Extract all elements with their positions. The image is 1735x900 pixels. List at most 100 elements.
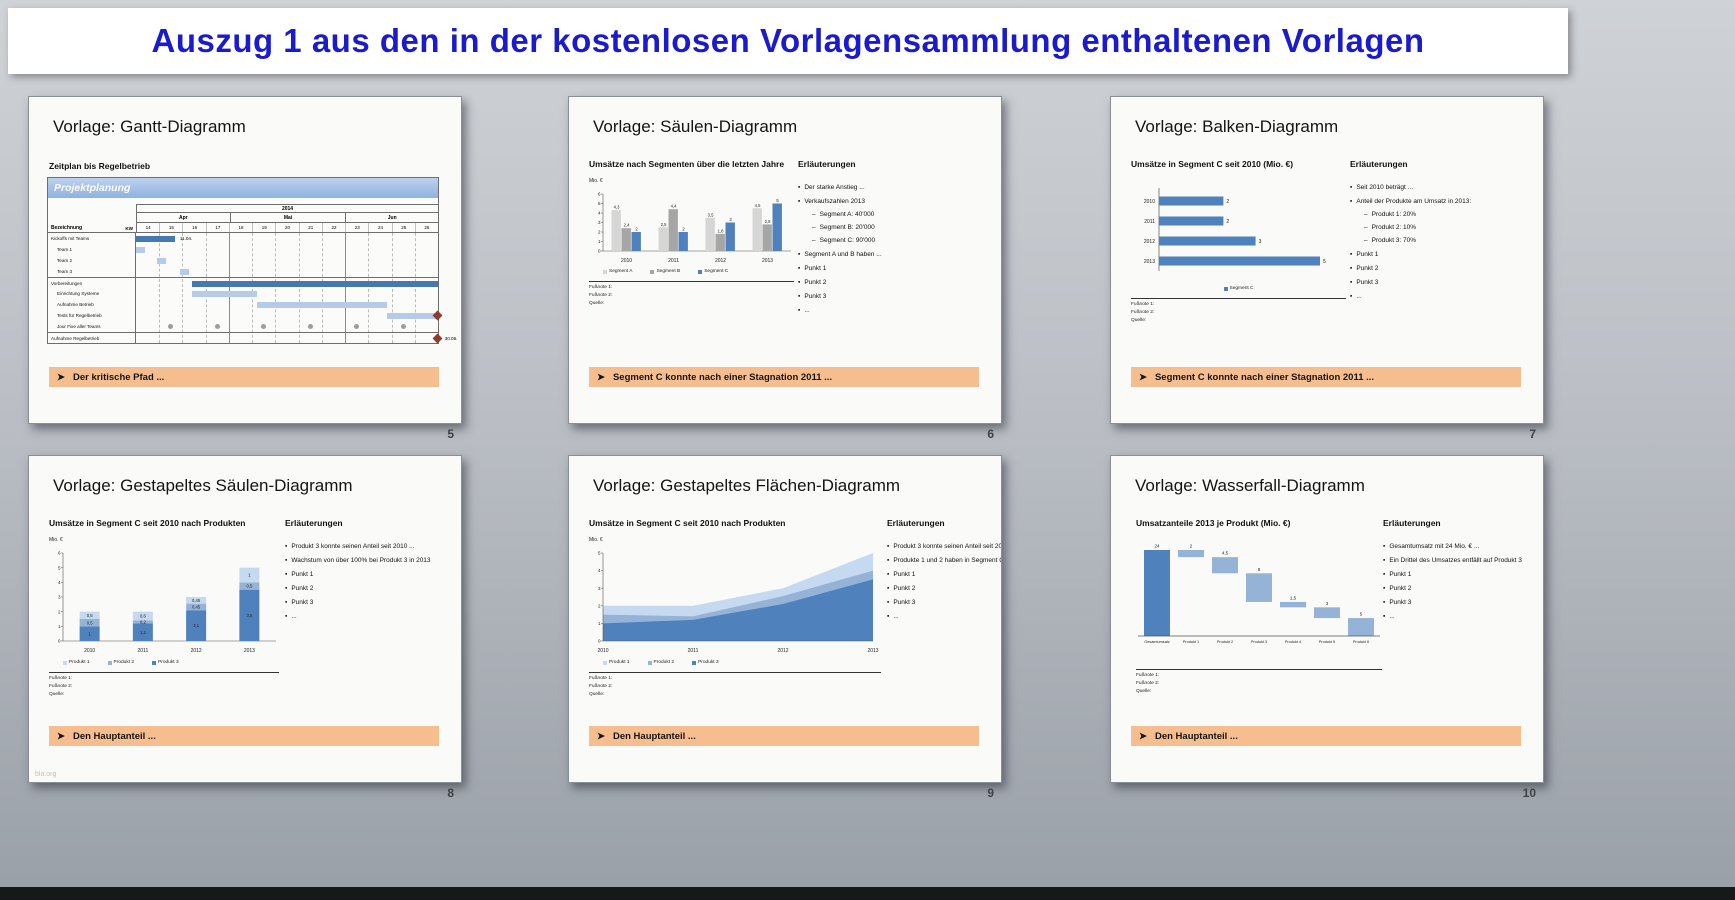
slide-stacked-column-chart: Vorlage: Gestapeltes Säulen-Diagramm Ums… (28, 455, 462, 800)
bullet-item: ▪ Verkaufszahlen 2013 (798, 198, 882, 205)
slide-title: Vorlage: Gestapeltes Säulen-Diagramm (53, 476, 353, 495)
legend-swatch (152, 660, 157, 665)
footnotes: Fußnote 1: Fußnote 2: Quelle: (1131, 298, 1346, 325)
gantt-bar (180, 268, 190, 275)
square-bullet-icon: ▪ (798, 279, 801, 286)
task-label: Team 1 (48, 244, 136, 255)
y-tick-label: 4 (58, 580, 61, 585)
bullet-item: – Produkt 3: 70% (1364, 237, 1471, 244)
value-label: 4,4 (671, 204, 677, 209)
square-bullet-icon: ▪ (887, 585, 890, 592)
slide-title: Vorlage: Gantt-Diagramm (53, 117, 246, 136)
x-category-label: 2011 (688, 648, 699, 654)
chart-area: Umsätze in Segment C seit 2010 (Mio. €) … (1131, 159, 1346, 325)
week-cell: 25 (391, 223, 415, 232)
waterfall-chart: 24 Gesamtumsatz 2 Produkt 1 4,5 Produkt 2 8 Pro… (1138, 544, 1380, 644)
bullet-text: Gesamtumsatz mit 24 Mio. € ... (1389, 543, 1480, 550)
gantt-bar (156, 257, 167, 264)
value-label: 2,1 (193, 623, 199, 628)
value-label: 3,5 (708, 212, 714, 217)
value-label: 24 (1154, 544, 1160, 549)
square-bullet-icon: ▪ (285, 585, 288, 592)
value-label: 0,5 (87, 620, 93, 625)
value-label: 8 (1258, 567, 1261, 572)
gantt-bar (386, 312, 438, 319)
gantt-bar (191, 280, 438, 287)
square-bullet-icon: ▪ (1383, 543, 1386, 550)
task-track (136, 288, 438, 299)
bar-segment (79, 611, 100, 619)
bullet-list: ▪ Produkt 3 konnte seinen Anteil seit 201… (887, 543, 1002, 620)
legend-swatch (1223, 286, 1228, 291)
bullet-item: ▪ Punkt 1 (285, 571, 431, 578)
gantt-task-row: Vorbereitungen (48, 277, 438, 288)
bar-segment (186, 603, 207, 611)
callout-bar: ➤ Der kritische Pfad ... (49, 367, 439, 387)
bullet-list: ▪ Der starke Anstieg ... ▪ Verkaufszahlen 2… (798, 184, 882, 314)
bullet-item: ▪Produkte 1 und 2 haben in Segment C nur… (887, 557, 1001, 564)
value-label: 0,5 (87, 613, 93, 618)
y-tick-label: 4 (598, 568, 601, 573)
date-label: 30.06. (444, 336, 458, 341)
gantt-bar (136, 235, 176, 242)
y-tick-label: 4 (598, 211, 601, 216)
square-bullet-icon: ▪ (1350, 198, 1353, 205)
bullet-text: Produkte 1 und 2 haben in Segment C nur … (893, 557, 1001, 564)
square-bullet-icon: ▪ (285, 557, 288, 564)
legend-label: Segment C (1229, 286, 1254, 291)
arrow-icon: ➤ (1139, 730, 1147, 742)
legend-label: Produkt 2 (113, 660, 135, 665)
bar-segment (186, 597, 207, 604)
chart-title: Umsätze in Segment C seit 2010 nach Prod… (49, 518, 246, 528)
bullet-text: Produkt 3 konnte seinen Anteil seit 2010… (893, 543, 1002, 550)
bar (1246, 573, 1272, 602)
task-label: Team 3 (48, 266, 136, 277)
explanations-title: Erläuterungen (285, 518, 343, 528)
bullet-item: ▪ Segment A und B haben ... (798, 251, 882, 258)
y-category-label: 2011 (1144, 219, 1155, 225)
bullet-text: Wachstum von über 100% bei Produkt 3 in … (291, 557, 431, 564)
x-category-label: 2013 (244, 648, 255, 654)
dash-marker: – (812, 224, 816, 231)
bullet-text: Segment A und B haben ... (804, 251, 882, 258)
bar (1144, 550, 1170, 636)
explanations: Erläuterungen ▪ Produkt 3 konnte seinen A… (285, 518, 431, 627)
legend-item: Segment A (603, 269, 632, 274)
value-label: 2 (1190, 544, 1193, 549)
date-label: 11.04. (179, 236, 193, 241)
bullet-text: ... (893, 613, 899, 620)
legend-item: Produkt 3 (152, 660, 179, 665)
bullet-text: Anteil der Produkte am Umsatz in 2013: (1356, 198, 1472, 205)
value-label: 2,4 (624, 223, 630, 228)
footnote-line: Fußnote 1: (589, 285, 613, 290)
bar (762, 224, 772, 251)
footnote-line: Fußnote 2: (589, 293, 613, 299)
arrow-icon: ➤ (57, 730, 65, 742)
dash-marker: – (812, 237, 816, 244)
gantt-bar (136, 246, 146, 253)
value-label: 3 (1326, 601, 1329, 606)
month-cell: Apr (178, 215, 188, 221)
square-bullet-icon: ▪ (285, 543, 288, 550)
slide-bar-chart: Vorlage: Balken-Diagramm Umsätze in Segm… (1110, 96, 1544, 441)
y-tick-label: 5 (598, 551, 601, 556)
bar (611, 210, 621, 251)
legend-swatch (63, 660, 67, 665)
value-label: 5 (1360, 612, 1363, 617)
bullet-item: ▪ Anteil der Produkte am Umsatz in 2013: (1350, 198, 1471, 205)
chart-legend: Produkt 1 Produkt 2 Produkt 3 (603, 660, 881, 665)
callout-text: Den Hauptanteil ... (612, 730, 696, 742)
slide-title: Vorlage: Wasserfall-Diagramm (1135, 476, 1365, 495)
square-bullet-icon: ▪ (1350, 184, 1353, 191)
footnote-line: Fußnote 1: (49, 676, 73, 681)
slide-canvas: Vorlage: Gestapeltes Flächen-Diagramm Um… (568, 455, 1002, 783)
gantt-banner: Projektplanung (48, 178, 438, 198)
page-number: 6 (987, 427, 994, 441)
area-series (603, 579, 873, 641)
explanations-title: Erläuterungen (1350, 159, 1408, 169)
x-category-label: Produkt 1 (1183, 640, 1199, 644)
gantt-task-row: Team 2 (48, 255, 438, 266)
bullet-text: Punkt 2 (893, 585, 916, 592)
page-number: 8 (447, 786, 454, 800)
axis-unit-label: Mio. € (589, 178, 603, 184)
